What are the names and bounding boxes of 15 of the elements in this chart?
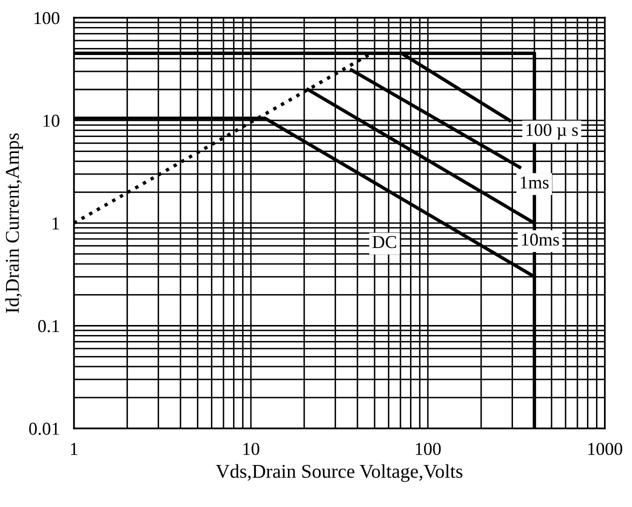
annotation: 100 µ s bbox=[526, 124, 578, 140]
x-tick-label: 1000 bbox=[588, 442, 622, 456]
annotation: DC bbox=[372, 236, 396, 248]
y-tick-label: 1 bbox=[52, 217, 59, 230]
x-tick-label: 10 bbox=[243, 442, 260, 456]
x-tick-label: 1 bbox=[71, 442, 78, 455]
x-tick-label: 100 bbox=[416, 442, 441, 456]
y-tick-label: 0.01 bbox=[29, 422, 59, 435]
y-axis-title: Id,Drain Current,Amps bbox=[5, 133, 23, 313]
y-tick-label: 10 bbox=[44, 114, 60, 127]
x-axis-title: Vds,Drain Source Voltage,Volts bbox=[216, 464, 462, 482]
annotation: 1ms bbox=[520, 176, 549, 189]
y-tick-label: 100 bbox=[34, 12, 60, 24]
y-tick-label: 0.1 bbox=[38, 320, 59, 332]
annotation: 10ms bbox=[522, 233, 559, 246]
